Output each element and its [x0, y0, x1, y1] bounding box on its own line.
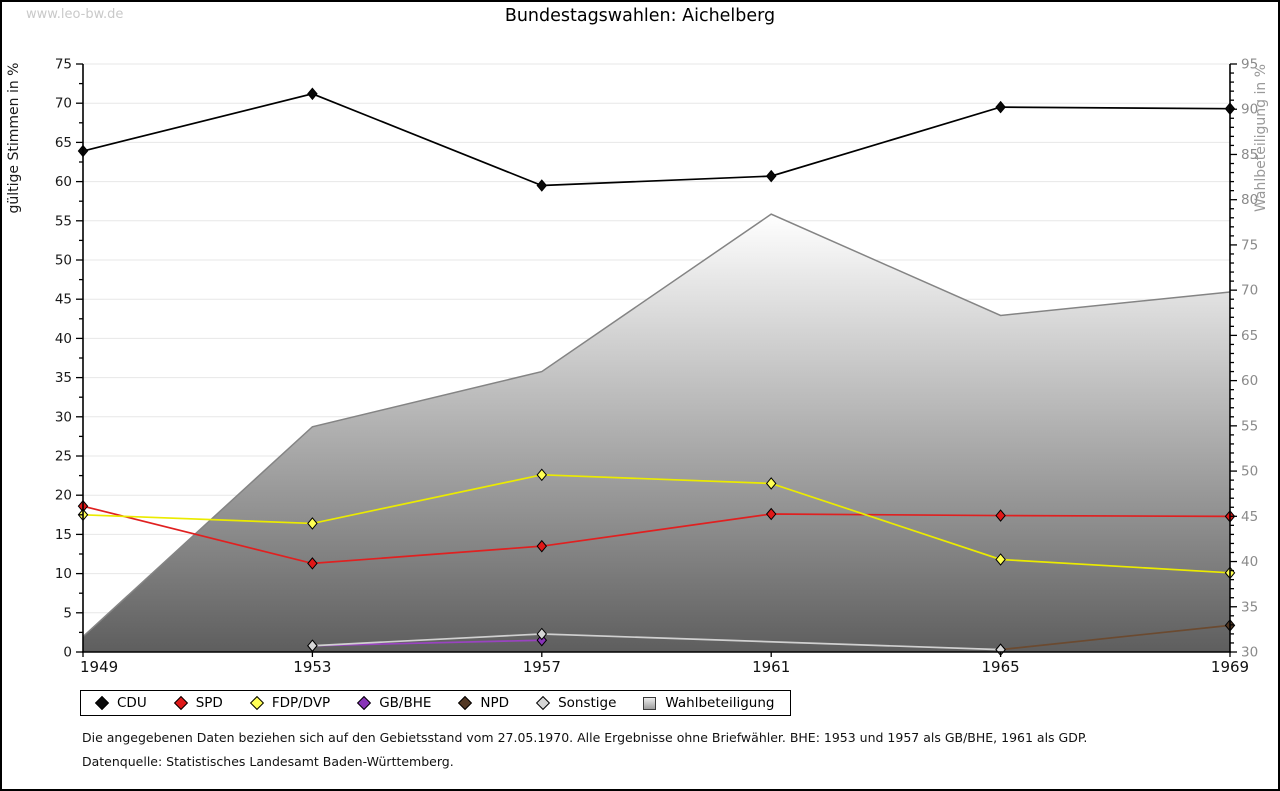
- svg-text:70: 70: [1241, 283, 1258, 299]
- svg-text:75: 75: [55, 57, 72, 73]
- svg-text:80: 80: [1241, 192, 1258, 208]
- legend-item-gb-bhe: GB/BHE: [357, 695, 431, 711]
- svg-text:30: 30: [55, 409, 72, 425]
- svg-text:1961: 1961: [752, 658, 790, 676]
- svg-text:20: 20: [55, 488, 72, 504]
- legend-diamond-icon: [535, 695, 551, 711]
- svg-text:60: 60: [1241, 373, 1258, 389]
- svg-text:15: 15: [55, 527, 72, 543]
- legend-item-cdu: CDU: [94, 695, 147, 711]
- chart-title: Bundestagswahlen: Aichelberg: [504, 6, 776, 26]
- legend-diamond-icon: [249, 695, 264, 711]
- svg-text:30: 30: [1241, 645, 1258, 661]
- svg-text:95: 95: [1241, 57, 1258, 73]
- legend-label: SPD: [195, 695, 223, 711]
- legend-label: NPD: [480, 695, 510, 711]
- svg-text:1957: 1957: [523, 658, 561, 676]
- legend-label: Wahlbeteiligung: [665, 695, 775, 711]
- svg-text:55: 55: [1241, 418, 1258, 434]
- legend-label: Sonstige: [558, 695, 617, 711]
- svg-text:65: 65: [55, 135, 72, 151]
- legend-item-npd: NPD: [458, 695, 509, 711]
- legend-diamond-icon: [458, 695, 473, 711]
- watermark: www.leo-bw.de: [26, 7, 124, 22]
- svg-text:85: 85: [1241, 147, 1258, 163]
- svg-text:35: 35: [55, 370, 72, 386]
- svg-text:35: 35: [1241, 599, 1258, 615]
- legend: CDU SPD FDP/DVP GB/BHE NPD Sonstige Wahlbeteil…: [80, 690, 792, 716]
- svg-text:40: 40: [1241, 554, 1258, 570]
- svg-text:45: 45: [1241, 509, 1258, 525]
- svg-text:90: 90: [1241, 102, 1258, 118]
- svg-text:45: 45: [55, 292, 72, 308]
- svg-text:70: 70: [55, 96, 72, 112]
- svg-text:40: 40: [55, 331, 72, 347]
- legend-item-spd: SPD: [173, 695, 223, 711]
- svg-text:65: 65: [1241, 328, 1258, 344]
- svg-text:Wahlbeteiligung in %: Wahlbeteiligung in %: [1253, 64, 1269, 212]
- legend-label: GB/BHE: [379, 695, 432, 711]
- svg-text:55: 55: [55, 213, 72, 229]
- legend-item-sonstige: Sonstige: [535, 695, 617, 711]
- footnote-gebietsstand: Die angegebenen Daten beziehen sich auf …: [82, 730, 1088, 745]
- svg-text:0: 0: [63, 645, 72, 661]
- legend-square-icon: [643, 696, 657, 710]
- footnote-datenquelle: Datenquelle: Statistisches Landesamt Bad…: [82, 754, 454, 769]
- svg-text:10: 10: [55, 566, 72, 582]
- svg-text:gültige Stimmen in %: gültige Stimmen in %: [6, 63, 22, 214]
- legend-item-fdp-dvp: FDP/DVP: [249, 695, 331, 711]
- svg-text:25: 25: [55, 449, 72, 465]
- svg-text:1969: 1969: [1211, 658, 1249, 676]
- svg-text:1953: 1953: [293, 658, 331, 676]
- legend-diamond-icon: [94, 695, 110, 711]
- svg-text:5: 5: [63, 605, 72, 621]
- legend-label: FDP/DVP: [271, 695, 331, 711]
- legend-diamond-icon: [357, 695, 372, 711]
- svg-text:50: 50: [1241, 464, 1258, 480]
- svg-text:1949: 1949: [80, 658, 118, 676]
- svg-text:1965: 1965: [982, 658, 1020, 676]
- legend-item-wahlbeteiligung: Wahlbeteiligung: [643, 695, 774, 711]
- svg-text:50: 50: [55, 253, 72, 269]
- svg-text:75: 75: [1241, 237, 1258, 253]
- legend-label: CDU: [117, 695, 147, 711]
- legend-diamond-icon: [173, 695, 188, 711]
- svg-text:60: 60: [55, 174, 72, 190]
